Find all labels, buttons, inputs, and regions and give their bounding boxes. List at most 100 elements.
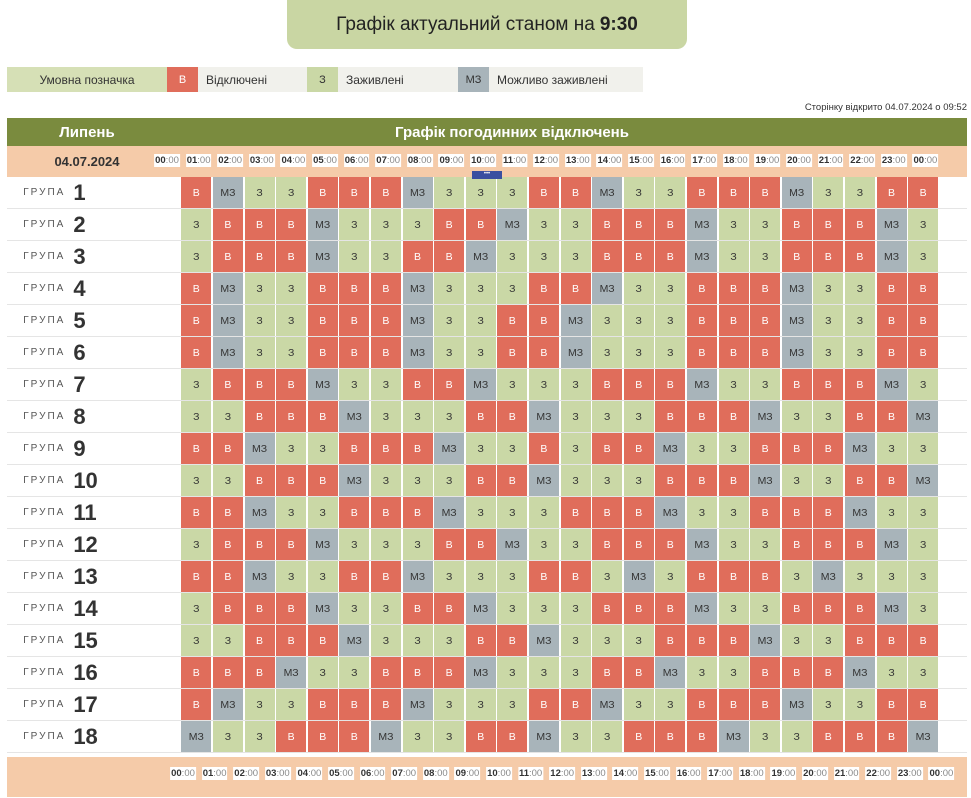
schedule-cell: В [781,369,812,400]
group-word: ГРУПА [23,443,66,454]
schedule-cell: В [718,177,749,208]
hour-label-bottom-20: 20:00 [802,767,828,780]
schedule-cell: В [623,529,654,560]
hour-label-top-17: 17:00 [691,154,718,167]
schedule-cell: З [876,433,907,464]
schedule-cell: З [434,177,465,208]
schedule-cell: В [244,593,275,624]
group-row-18: ГРУПА 18 МЗ З З В В В МЗ З З В В МЗ З З В В В МЗ З З В В В МЗ [7,721,967,753]
schedule-cell: В [844,529,875,560]
schedule-cell: МЗ [307,593,338,624]
schedule-cell: З [560,657,591,688]
schedule-cell: В [876,625,907,656]
schedule-cell: В [750,305,781,336]
hour-label-top-6: 06:00 [343,154,370,167]
schedule-cell: В [623,721,654,752]
hour-label-bottom-18: 18:00 [738,767,765,780]
schedule-cell: В [844,625,875,656]
schedule-cell: В [844,241,875,272]
schedule-cell: В [212,209,243,240]
schedule-cell: В [339,721,370,752]
schedule-cell: З [339,369,370,400]
schedule-cell: В [655,241,686,272]
hour-label-bottom-14: 14:00 [612,767,639,780]
group-cells: В МЗ З З В В В МЗ З З В В МЗ З З З В В В МЗ З З В В [181,305,967,336]
schedule-cell: З [718,657,749,688]
schedule-cell: МЗ [181,721,212,752]
group-word: ГРУПА [23,251,66,262]
schedule-cell: В [276,241,307,272]
schedule-cell: З [497,593,528,624]
schedule-cell: З [528,241,559,272]
schedule-cell: З [497,561,528,592]
schedule-cell: В [402,497,433,528]
schedule-cell: МЗ [781,273,812,304]
schedule-cell: В [339,689,370,720]
group-label: ГРУПА 18 [7,721,165,752]
schedule-cell: МЗ [592,273,623,304]
group-number: 10 [73,467,98,493]
hour-label-top-11: 11:00 [501,154,528,167]
schedule-cell: В [781,241,812,272]
schedule-cell: З [908,529,939,560]
schedule-cell: МЗ [876,593,907,624]
schedule-cell: В [402,593,433,624]
schedule-cell: В [181,337,212,368]
schedule-cell: В [623,657,654,688]
schedule-cell: МЗ [655,497,686,528]
group-label: ГРУПА 2 [7,209,165,240]
group-number: 6 [73,339,86,365]
hours-footer: 00:00 01:00 02:00 03:00 04:00 05:00 06:00 07:00… [170,759,971,790]
schedule-cell: МЗ [528,721,559,752]
group-label: ГРУПА 15 [7,625,165,656]
schedule-cell: МЗ [276,657,307,688]
schedule-cell: МЗ [497,209,528,240]
schedule-cell: В [876,305,907,336]
schedule-cell: З [528,209,559,240]
schedule-cell: В [781,593,812,624]
schedule-cell: В [528,177,559,208]
schedule-cell: З [844,337,875,368]
schedule-cell: В [212,657,243,688]
hour-label-bottom-23: 23:00 [896,767,923,780]
schedule-cell: З [686,497,717,528]
group-row-15: ГРУПА 15 З З В В В МЗ З З З В В МЗ З З З В В В МЗ З З В В В [7,625,967,657]
schedule-cell: В [750,337,781,368]
schedule-cell: В [750,657,781,688]
schedule-cell: З [181,241,212,272]
group-cells: В МЗ З З В В В МЗ З З З В В МЗ З З В В В МЗ З З В В [181,177,967,208]
hour-label-top-5: 05:00 [312,154,338,167]
schedule-cell: З [181,369,212,400]
hour-label-bottom-7: 07:00 [391,767,418,780]
schedule-cell: В [560,273,591,304]
schedule-cell: З [876,497,907,528]
schedule-cell: З [528,369,559,400]
schedule-cell: В [718,337,749,368]
schedule-cell: В [686,273,717,304]
schedule-cell: В [592,529,623,560]
schedule-cell: В [876,337,907,368]
schedule-cell: В [181,177,212,208]
schedule-cell: З [497,241,528,272]
group-number: 9 [73,435,86,461]
schedule-cell: З [844,305,875,336]
schedule-cell: В [750,689,781,720]
schedule-cell: В [876,273,907,304]
schedule-cell: З [908,593,939,624]
schedule-cell: З [750,721,781,752]
group-row-3: ГРУПА 3 З В В В МЗ З З В В МЗ З З З В В В МЗ З З В В В МЗ З [7,241,967,273]
schedule-cell: В [370,337,401,368]
schedule-cell: З [718,209,749,240]
schedule-cell: В [655,721,686,752]
schedule-cell: В [244,625,275,656]
schedule-cell: З [276,689,307,720]
schedule-cell: В [908,273,939,304]
schedule-cell: В [844,401,875,432]
schedule-cell: З [655,689,686,720]
group-number: 11 [73,499,97,525]
schedule-cell: В [339,433,370,464]
schedule-cell: З [655,561,686,592]
month-label: Липень [59,123,115,141]
hour-label-top-20: 20:00 [786,154,812,167]
schedule-cell: З [813,625,844,656]
